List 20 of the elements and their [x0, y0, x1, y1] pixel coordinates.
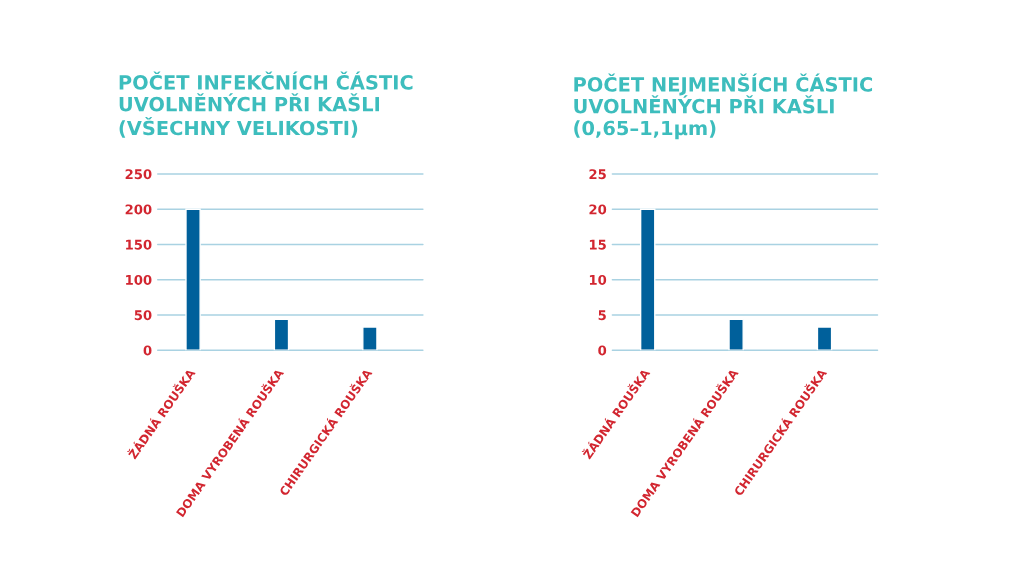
y-tick-label: 10: [589, 274, 607, 285]
bar: [362, 326, 378, 351]
y-tick-label: 150: [126, 239, 152, 250]
bar: [728, 318, 744, 351]
chart-title: POČET INFEKČNÍCH ČÁSTIC UVOLNĚNÝCH PŘI KAŠLI (VŠECHNY VELIKOSTI): [119, 71, 413, 138]
y-tick-label: 15: [589, 239, 606, 250]
bar: [185, 208, 201, 351]
y-tick-label: 0: [598, 345, 607, 356]
y-tick-label: 25: [589, 169, 606, 180]
bar: [273, 318, 290, 351]
y-tick-label: 100: [126, 274, 152, 285]
y-tick-label: 50: [134, 310, 152, 321]
chart-title: POČET NEJMENŠÍCH ČÁSTIC UVOLNĚNÝCH PŘI KAŠLI (0,65–1,1µm): [574, 73, 873, 140]
y-tick-label: 20: [589, 204, 607, 215]
y-tick-label: 250: [125, 169, 152, 180]
bar: [816, 326, 833, 351]
y-tick-label: 200: [125, 204, 152, 215]
bar: [639, 208, 656, 351]
y-tick-label: 5: [598, 310, 606, 321]
y-tick-label: 0: [143, 345, 152, 356]
